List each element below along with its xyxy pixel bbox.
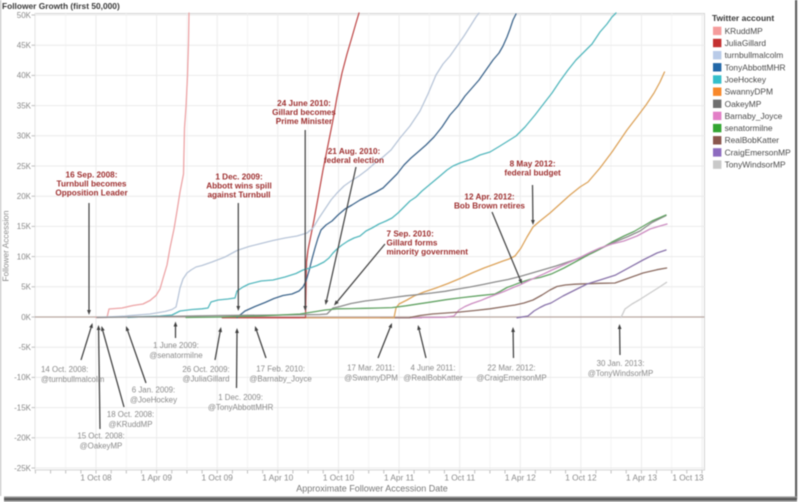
svg-text:30K: 30K: [17, 132, 32, 141]
svg-text:24 June 2010:: 24 June 2010:: [277, 99, 331, 108]
svg-text:8 May 2012:: 8 May 2012:: [510, 159, 556, 168]
svg-text:@JuliaGillard: @JuliaGillard: [182, 375, 229, 384]
svg-text:@RealBobKatter: @RealBobKatter: [403, 373, 463, 382]
svg-text:1 Oct 12: 1 Oct 12: [565, 473, 597, 483]
svg-text:1 Apr 13: 1 Apr 13: [626, 473, 657, 483]
svg-text:17 Mar. 2011:: 17 Mar. 2011:: [347, 364, 395, 373]
svg-text:Follower Accession: Follower Accession: [0, 210, 10, 281]
svg-text:OakeyMP: OakeyMP: [725, 99, 762, 109]
svg-text:40K: 40K: [17, 71, 32, 80]
svg-text:15 Oct. 2008:: 15 Oct. 2008:: [77, 432, 124, 441]
svg-text:@turnbullmalcolm: @turnbullmalcolm: [41, 375, 105, 384]
svg-text:10K: 10K: [17, 252, 32, 261]
svg-text:18 Oct. 2008:: 18 Oct. 2008:: [107, 410, 154, 419]
svg-text:-20K: -20K: [14, 434, 32, 443]
svg-text:26 Oct. 2009:: 26 Oct. 2009:: [182, 365, 229, 374]
svg-text:4 June 2011:: 4 June 2011:: [410, 364, 455, 373]
svg-text:TonyAbbottMHR: TonyAbbottMHR: [725, 62, 786, 72]
svg-text:1 Apr 12: 1 Apr 12: [505, 473, 536, 483]
svg-text:22 Mar. 2012:: 22 Mar. 2012:: [487, 364, 535, 373]
svg-text:16 Sep. 2008:: 16 Sep. 2008:: [66, 170, 118, 179]
svg-text:50K: 50K: [17, 11, 32, 20]
svg-text:@TonyWindsorMP: @TonyWindsorMP: [588, 369, 653, 378]
svg-text:against Turnbull: against Turnbull: [207, 190, 270, 199]
svg-text:1 Apr 10: 1 Apr 10: [262, 473, 293, 483]
svg-text:1 June 2009:: 1 June 2009:: [153, 341, 199, 350]
svg-text:1 Oct 11: 1 Oct 11: [444, 473, 475, 483]
svg-text:@Barnaby_Joyce: @Barnaby_Joyce: [249, 374, 312, 383]
svg-text:Barnaby_Joyce: Barnaby_Joyce: [725, 111, 783, 121]
svg-text:@SwannyDPM: @SwannyDPM: [344, 373, 398, 382]
svg-text:@JoeHockey: @JoeHockey: [130, 395, 177, 404]
svg-text:minority government: minority government: [387, 247, 469, 256]
svg-text:-15K: -15K: [14, 403, 32, 412]
svg-text:-10K: -10K: [14, 373, 32, 382]
svg-text:RealBobKatter: RealBobKatter: [725, 135, 780, 145]
svg-text:1 Dec. 2009:: 1 Dec. 2009:: [218, 393, 263, 402]
svg-text:TonyWindsorMP: TonyWindsorMP: [725, 160, 786, 170]
svg-text:-5K: -5K: [19, 343, 32, 352]
svg-text:KRuddMP: KRuddMP: [725, 26, 764, 36]
svg-text:7 Sep. 2010:: 7 Sep. 2010:: [387, 229, 434, 238]
svg-text:20K: 20K: [17, 192, 32, 201]
svg-text:JuliaGillard: JuliaGillard: [725, 38, 767, 48]
svg-text:@TonyAbbottMHR: @TonyAbbottMHR: [208, 403, 274, 412]
svg-text:35K: 35K: [17, 101, 32, 110]
svg-text:15K: 15K: [17, 222, 32, 231]
svg-text:federal budget: federal budget: [504, 168, 561, 177]
svg-text:Turnbull becomes: Turnbull becomes: [57, 179, 127, 188]
svg-text:21 Aug. 2010:: 21 Aug. 2010:: [328, 147, 380, 156]
svg-text:Opposition Leader: Opposition Leader: [55, 188, 128, 197]
svg-text:1 Oct 10: 1 Oct 10: [323, 473, 355, 483]
svg-text:Abbott wins spill: Abbott wins spill: [206, 181, 272, 190]
svg-text:1 Oct 09: 1 Oct 09: [202, 473, 234, 483]
svg-text:turnbullmalcolm: turnbullmalcolm: [725, 50, 784, 60]
svg-text:Gillard becomes: Gillard becomes: [272, 108, 336, 117]
svg-text:SwannyDPM: SwannyDPM: [725, 87, 773, 97]
svg-text:@CraigEmersonMP: @CraigEmersonMP: [476, 373, 546, 382]
svg-text:6 Jan. 2009:: 6 Jan. 2009:: [132, 386, 175, 395]
svg-text:CraigEmersonMP: CraigEmersonMP: [725, 147, 792, 157]
svg-text:1 Dec. 2009:: 1 Dec. 2009:: [215, 172, 262, 181]
svg-text:1 Oct 13: 1 Oct 13: [672, 473, 704, 483]
svg-text:@OakeyMP: @OakeyMP: [80, 441, 123, 450]
svg-text:1 Apr 09: 1 Apr 09: [141, 473, 172, 483]
svg-text:-25K: -25K: [14, 464, 32, 473]
svg-text:0K: 0K: [21, 313, 31, 322]
svg-text:14 Oct. 2008:: 14 Oct. 2008:: [41, 365, 88, 374]
svg-text:Twitter account: Twitter account: [712, 13, 774, 23]
svg-text:Follower Growth (first 50,000): Follower Growth (first 50,000): [2, 1, 120, 11]
svg-text:@senatormilne: @senatormilne: [149, 351, 203, 360]
svg-text:Gillard forms: Gillard forms: [387, 238, 438, 247]
svg-text:Approximate Follower Accession: Approximate Follower Accession Date: [296, 484, 448, 494]
svg-text:17 Feb. 2010:: 17 Feb. 2010:: [256, 365, 305, 374]
svg-text:30 Jan. 2013:: 30 Jan. 2013:: [597, 359, 645, 368]
svg-text:Prime Minister: Prime Minister: [276, 117, 333, 126]
svg-text:25K: 25K: [17, 162, 32, 171]
svg-text:1 Oct 08: 1 Oct 08: [80, 473, 112, 483]
svg-text:Bob Brown retires: Bob Brown retires: [454, 201, 525, 210]
svg-text:45K: 45K: [17, 41, 32, 50]
svg-text:12 Apr. 2012:: 12 Apr. 2012:: [464, 192, 514, 201]
svg-text:senatormilne: senatormilne: [725, 123, 773, 133]
svg-text:5K: 5K: [21, 283, 31, 292]
svg-text:@KRuddMP: @KRuddMP: [109, 420, 153, 429]
svg-text:federal election: federal election: [324, 156, 384, 165]
svg-text:JoeHockey: JoeHockey: [725, 75, 767, 85]
svg-text:1 Apr 11: 1 Apr 11: [384, 473, 415, 483]
